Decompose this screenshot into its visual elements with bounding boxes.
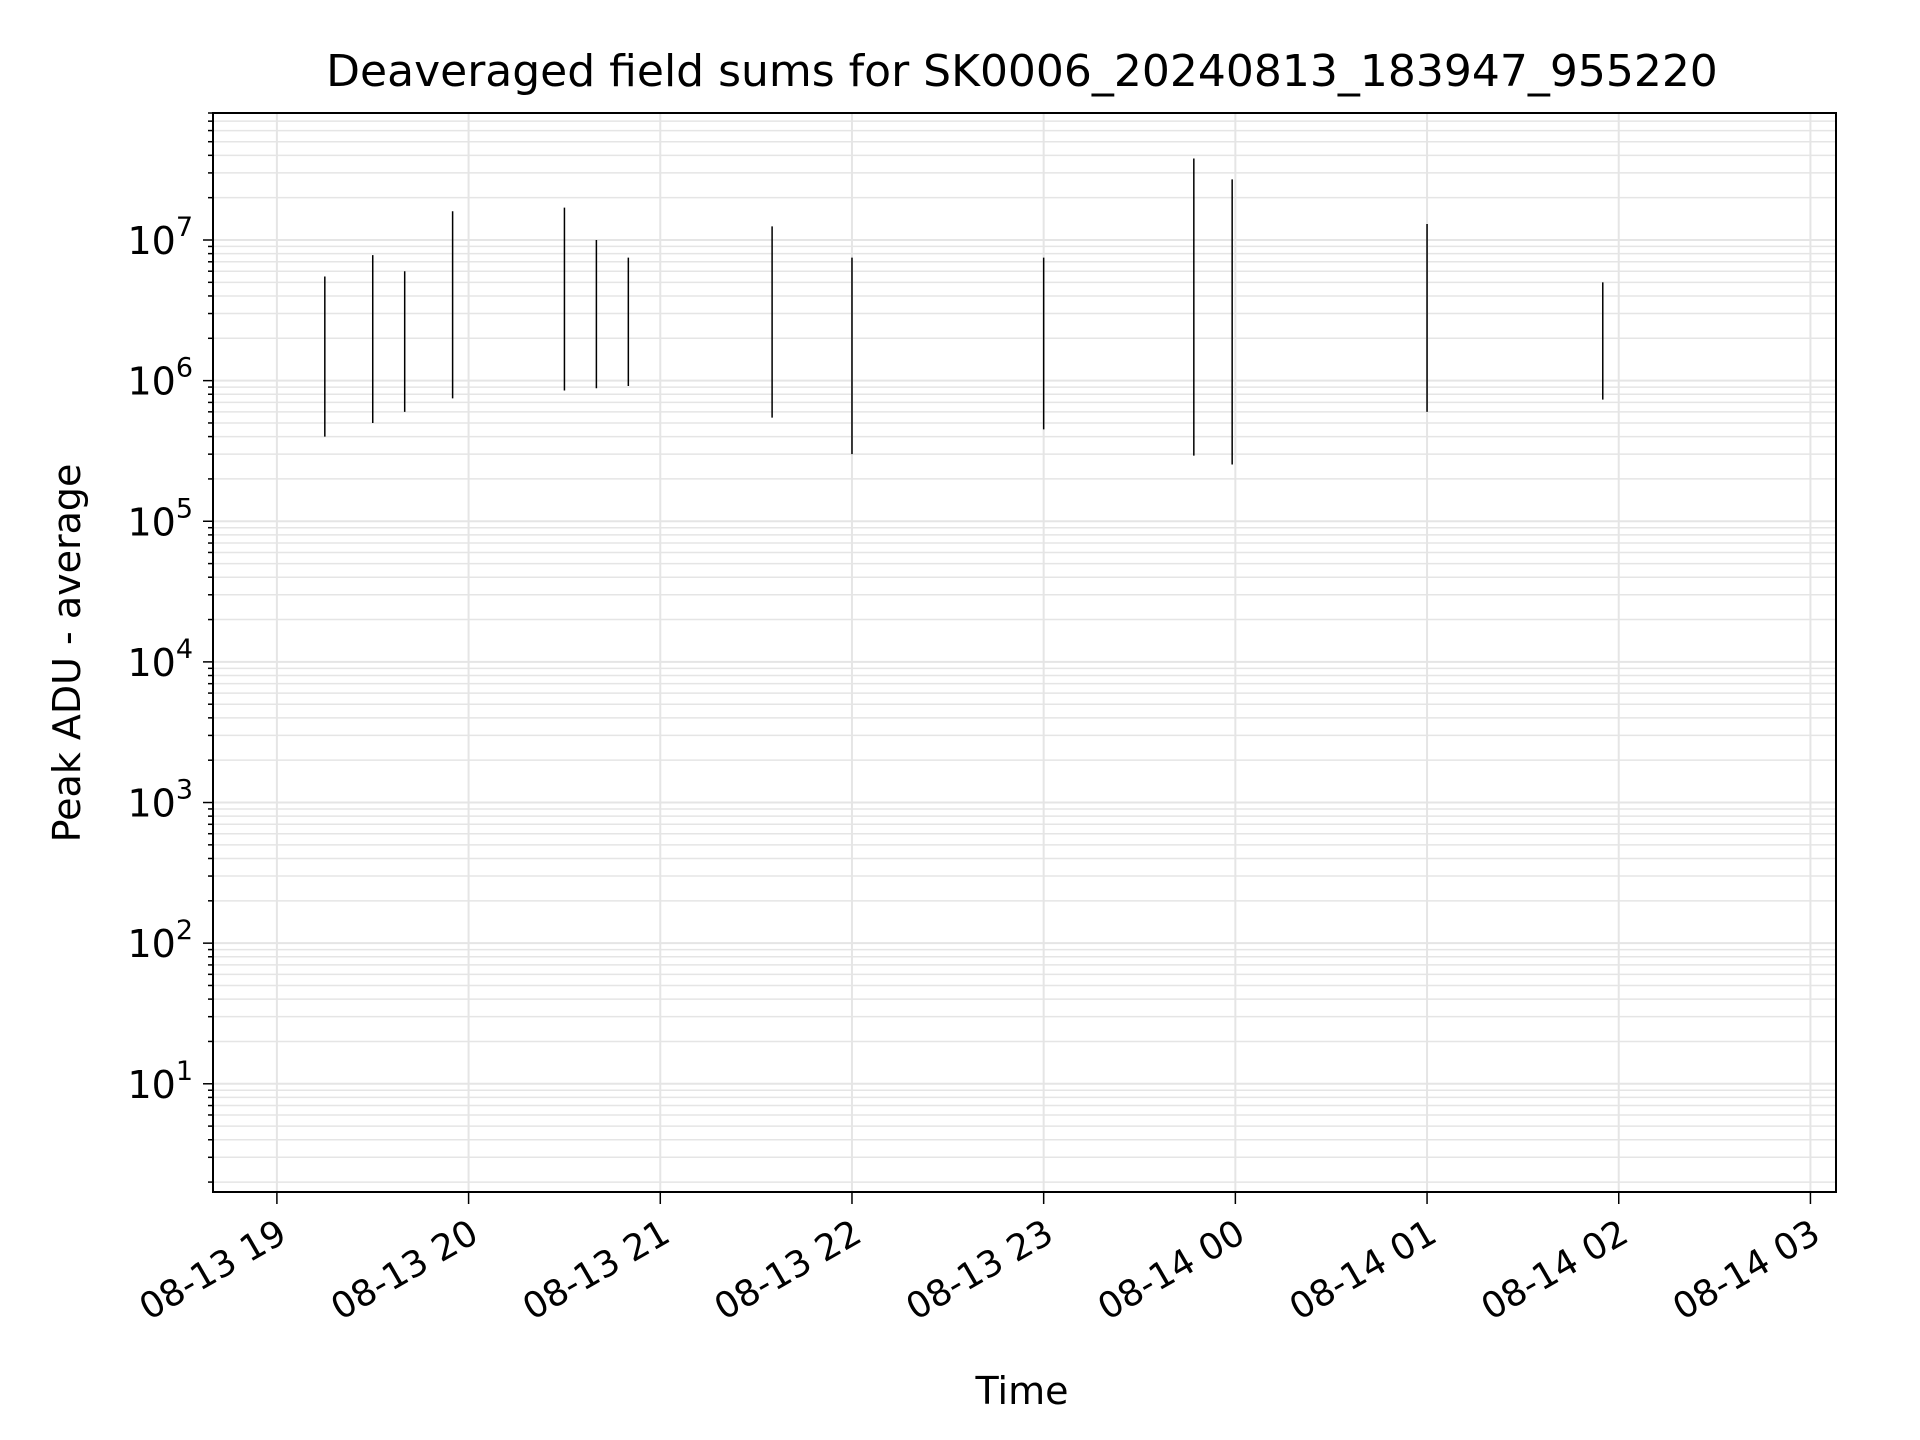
x-axis-label: Time: [975, 1369, 1069, 1413]
plot-frame: [212, 112, 1837, 1193]
y-tick-label: 106: [127, 353, 193, 404]
y-axis-label: Peak ADU - average: [45, 464, 89, 843]
y-grid: [213, 112, 1836, 1183]
y-tick-label: 104: [127, 634, 193, 685]
y-axis: 101 102 103 104 105 106 107: [127, 112, 213, 1183]
chart-title: Deaveraged field sums for SK0006_2024081…: [326, 46, 1718, 97]
y-tick-label: 105: [127, 493, 193, 544]
y-tick-label: 102: [127, 915, 193, 966]
y-tick-label: 103: [127, 775, 193, 826]
y-tick-label: 107: [127, 212, 193, 263]
y-tick-label: 101: [127, 1056, 193, 1107]
